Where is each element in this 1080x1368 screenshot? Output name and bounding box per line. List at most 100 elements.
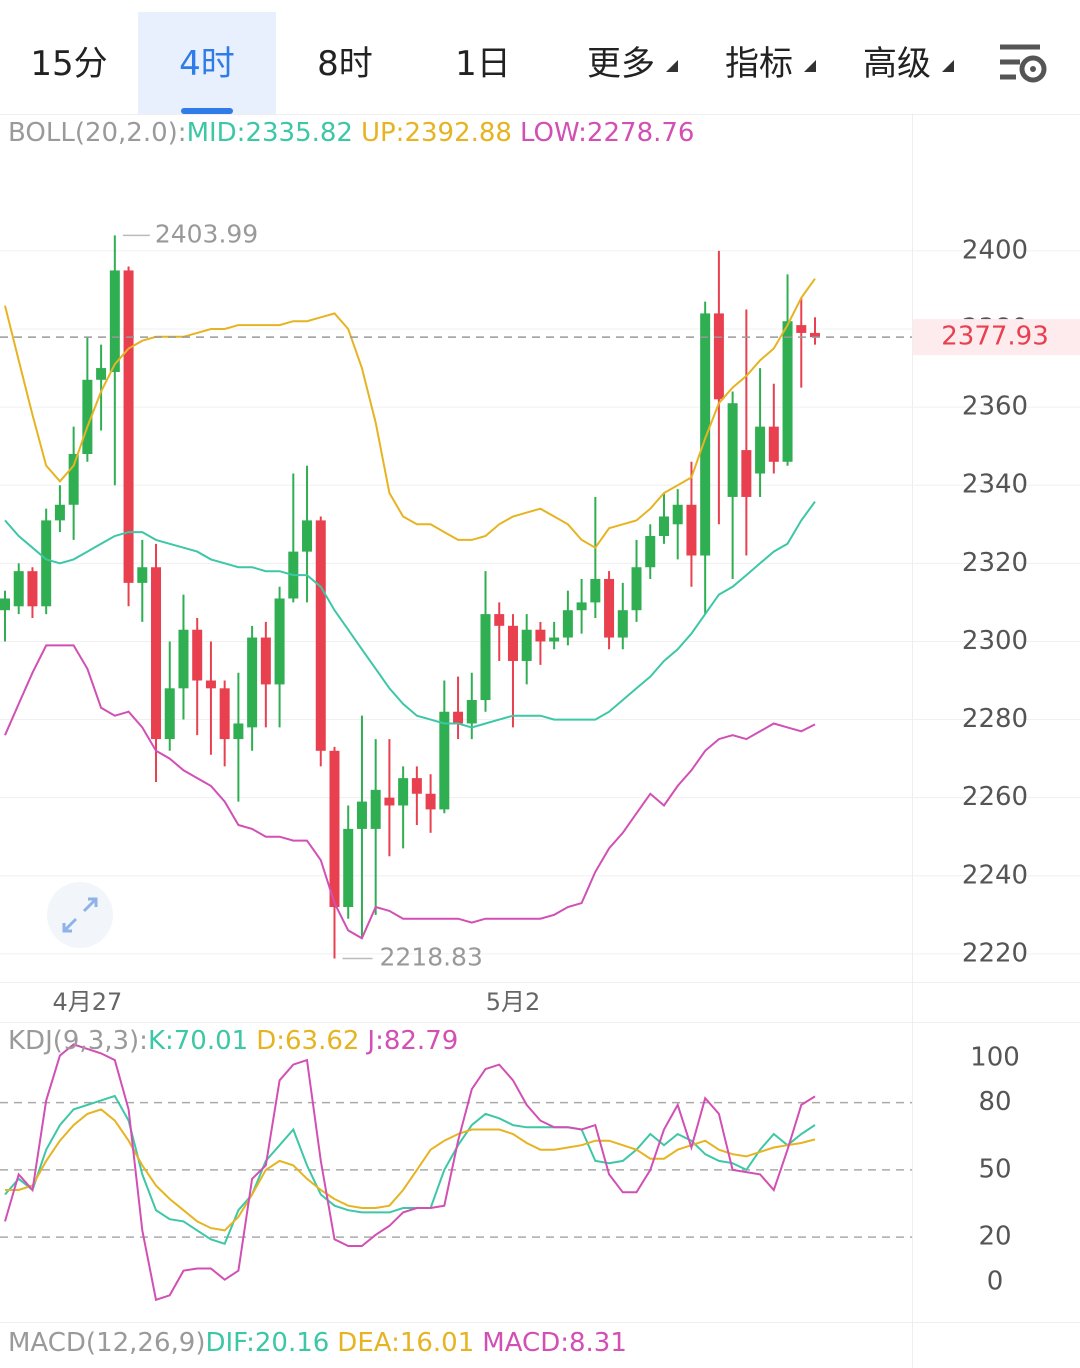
candle-body — [68, 453, 79, 505]
candle-body — [54, 504, 65, 521]
candle-body — [343, 828, 354, 908]
x-tick-label: 4月27 — [52, 988, 122, 1016]
tab[interactable]: 4时 — [138, 12, 276, 114]
candle-body — [315, 520, 326, 751]
y-tick-label: 2220 — [962, 938, 1028, 968]
dropdown-arrow — [942, 60, 954, 72]
y-tick-label: 2340 — [962, 470, 1028, 500]
indicator-line — [4, 644, 816, 940]
y-tick-label: 100 — [970, 1042, 1020, 1072]
indicator-line — [5, 1108, 816, 1232]
candle-body — [27, 571, 38, 607]
y-tick-label: 2240 — [962, 860, 1028, 890]
candle-body — [549, 637, 560, 642]
candle-body — [370, 789, 381, 829]
candle-body — [13, 571, 24, 607]
tab[interactable]: 1日 — [455, 44, 511, 84]
candle-body — [604, 578, 615, 638]
candle-body — [453, 711, 464, 724]
indicator-legend: MACD(12,26,9)DIF:20.16 DEA:16.01 MACD:8.31 — [8, 1328, 627, 1358]
x-tick-label: 5月2 — [486, 988, 541, 1016]
tab[interactable]: 指标 — [725, 44, 793, 84]
candle-body — [219, 688, 230, 740]
tab[interactable]: 高级 — [863, 44, 931, 84]
y-tick-label: 2320 — [962, 548, 1028, 578]
last-price-tag — [913, 319, 1080, 356]
candle-body — [796, 325, 807, 333]
last-price-label: 2377.93 — [941, 322, 1049, 352]
indicator-line — [4, 278, 816, 550]
expand-button[interactable] — [47, 882, 113, 948]
candle-body — [137, 567, 148, 583]
legend-entry: K:70.01 — [148, 1026, 248, 1056]
y-tick-label: 50 — [978, 1154, 1011, 1184]
y-tick-label: 2300 — [962, 626, 1028, 656]
candle-body — [617, 610, 628, 638]
candle-body — [658, 516, 669, 537]
candle-body — [535, 629, 546, 642]
tab[interactable]: 8时 — [317, 44, 373, 84]
candle-body — [192, 629, 203, 681]
candle-body — [741, 450, 752, 497]
candle-body — [480, 614, 491, 701]
y-tick-label: 2260 — [962, 782, 1028, 812]
dropdown-arrow — [666, 60, 678, 72]
candle-body — [398, 778, 409, 806]
candle-body — [96, 368, 107, 380]
dropdown-arrow — [804, 60, 816, 72]
y-tick-label: 2280 — [962, 704, 1028, 734]
tab[interactable]: 15分 — [30, 44, 108, 84]
candle-body — [247, 637, 258, 728]
candle-body — [274, 598, 285, 685]
candle-body — [164, 688, 175, 740]
candle-body — [178, 629, 189, 689]
candle-body — [356, 801, 367, 829]
candle-body — [233, 723, 244, 740]
candle-body — [123, 270, 134, 583]
legend-entry: DEA:16.01 — [337, 1328, 474, 1358]
legend-entry: MID:2335.82 — [187, 118, 353, 148]
y-tick-label: 2360 — [962, 392, 1028, 422]
candle-body — [260, 637, 271, 685]
tab-bar: 15分 4时 8时 1日 更多 指标 高级 — [0, 0, 1080, 114]
settings-icon[interactable] — [1000, 44, 1047, 83]
candle-body — [727, 403, 738, 497]
indicator-line — [4, 501, 816, 729]
candle-body — [755, 426, 766, 474]
y-tick-label: 2400 — [962, 235, 1028, 265]
y-tick-label: 80 — [978, 1087, 1011, 1117]
candle-body — [425, 793, 436, 810]
candle-body — [384, 797, 395, 806]
candle-body — [782, 321, 793, 462]
candle-body — [768, 426, 779, 462]
indicator-label: MACD(12,26,9) — [8, 1328, 205, 1358]
candle-body — [562, 610, 573, 638]
candle-body — [302, 520, 313, 552]
candle-body — [521, 629, 532, 661]
y-tick-label: 20 — [978, 1222, 1011, 1252]
candle-body — [645, 536, 656, 568]
legend-entry: LOW:2278.76 — [520, 118, 694, 148]
indicator-label: KDJ(9,3,3): — [8, 1026, 148, 1056]
legend-entry: D:63.62 — [256, 1026, 359, 1056]
indicator-line — [4, 1094, 816, 1246]
candle-body — [672, 504, 683, 525]
legend-entry: J:82.79 — [365, 1026, 458, 1056]
max-label: 2403.99 — [155, 219, 258, 248]
candle-body — [494, 614, 505, 626]
legend-entry: MACD:8.31 — [482, 1328, 627, 1358]
candle-body — [82, 379, 93, 454]
candle-body — [631, 567, 642, 611]
indicator-label: BOLL(20,2.0): — [8, 118, 187, 148]
candle-body — [810, 332, 820, 338]
candle-body — [109, 270, 120, 372]
tab[interactable]: 更多 — [587, 44, 655, 84]
candle-body — [41, 520, 52, 607]
candle-body — [686, 504, 697, 556]
candle-body — [576, 602, 587, 611]
candle-body — [151, 567, 162, 740]
candle-body — [590, 578, 601, 603]
legend-entry: UP:2392.88 — [361, 118, 512, 148]
